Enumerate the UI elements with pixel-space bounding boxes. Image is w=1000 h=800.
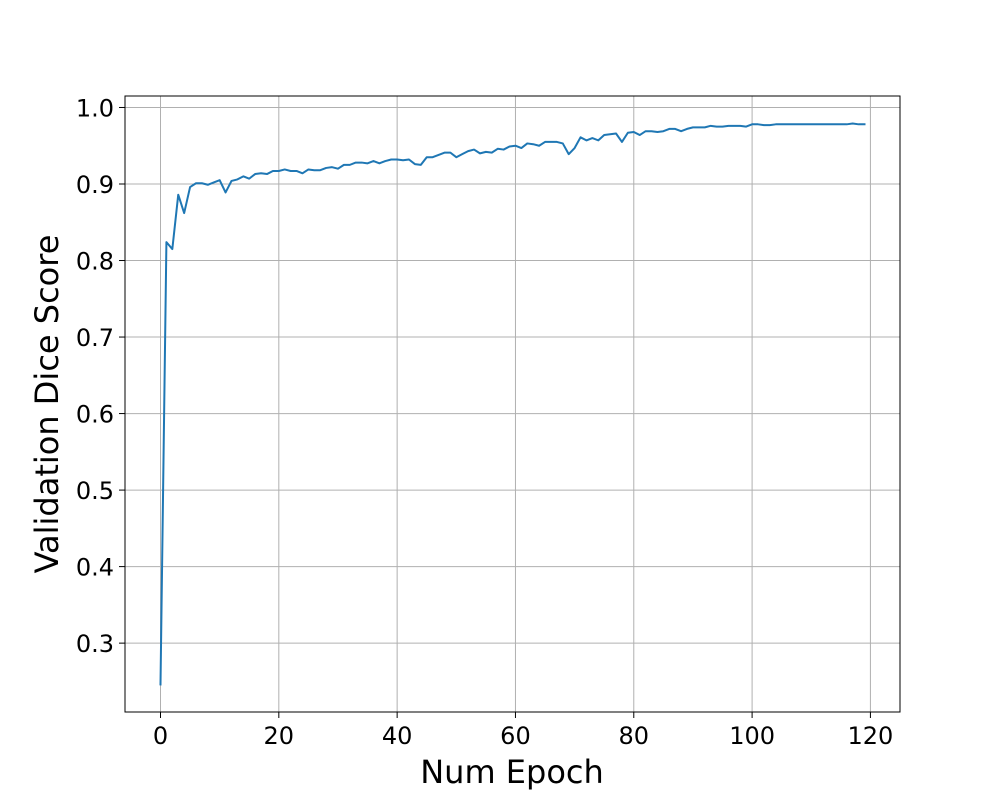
x-tick-label: 20 xyxy=(264,722,295,750)
x-tick-label: 100 xyxy=(729,722,775,750)
x-axis-label: Num Epoch xyxy=(420,753,604,791)
x-tick-label: 40 xyxy=(382,722,413,750)
series-layer xyxy=(159,122,866,686)
y-tick-label: 0.4 xyxy=(76,554,114,582)
y-tick-label: 0.6 xyxy=(76,401,114,429)
y-tick-label: 0.5 xyxy=(76,477,114,505)
x-axis-ticks: 0 20 40 60 80 100 120 xyxy=(153,712,893,750)
y-axis-label: Validation Dice Score xyxy=(28,235,66,574)
y-tick-label: 0.3 xyxy=(76,630,114,658)
x-tick-label: 0 xyxy=(153,722,168,750)
grid xyxy=(125,96,900,712)
plot-frame xyxy=(124,95,901,713)
x-tick-label: 60 xyxy=(500,722,531,750)
x-tick-label: 80 xyxy=(619,722,650,750)
y-tick-label: 0.8 xyxy=(76,248,114,276)
y-tick-label: 0.9 xyxy=(76,171,114,199)
series-line xyxy=(159,122,866,686)
y-tick-label: 1.0 xyxy=(76,94,114,122)
x-tick-label: 120 xyxy=(848,722,894,750)
y-axis-ticks: 0.3 0.4 0.5 0.6 0.7 0.8 0.9 1.0 xyxy=(76,94,125,658)
y-tick-label: 0.7 xyxy=(76,324,114,352)
